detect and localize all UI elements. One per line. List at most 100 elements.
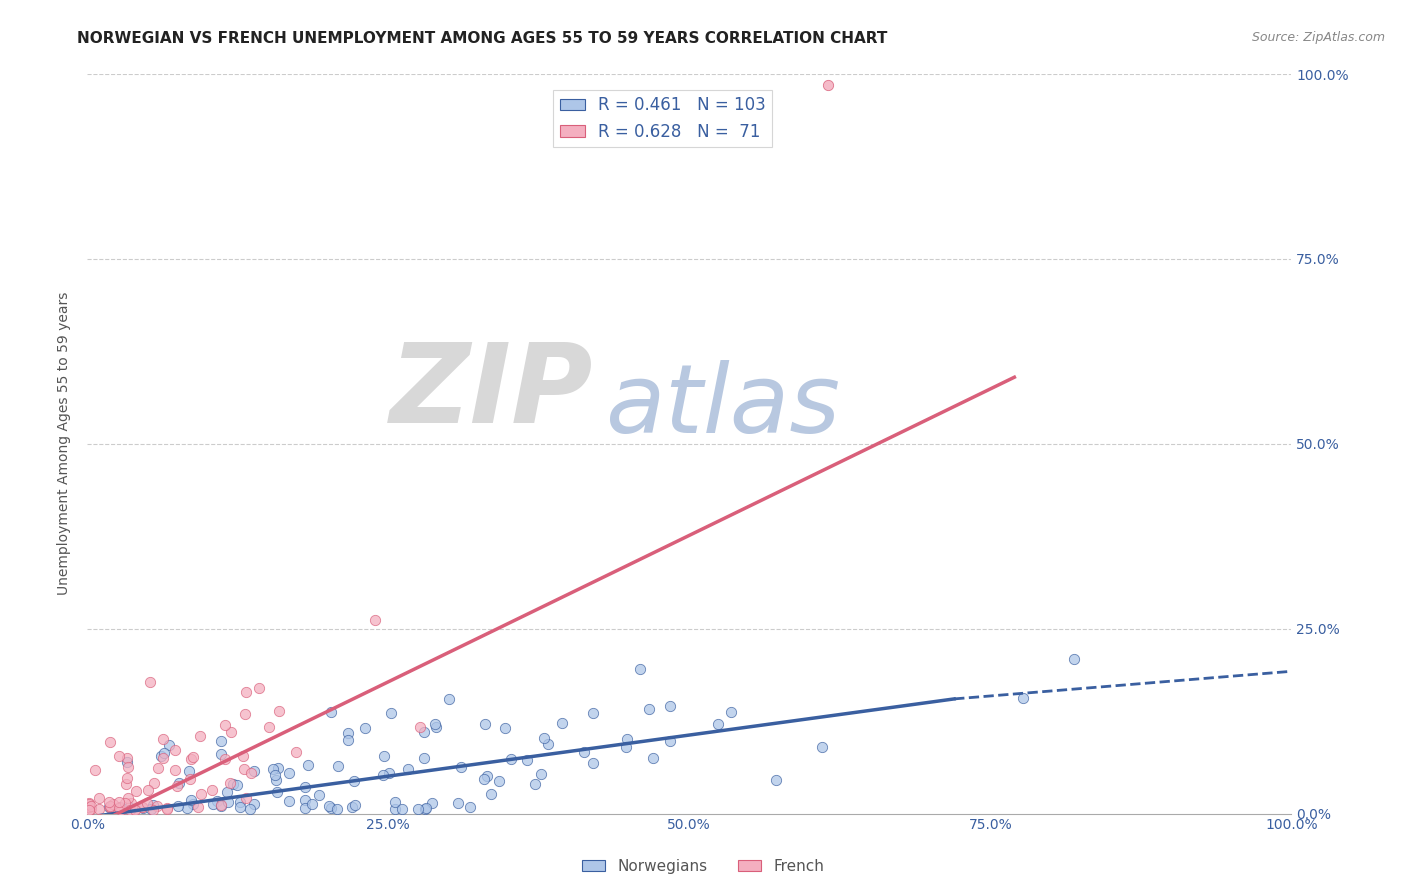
Point [337, 733, 360, 747]
Point [308, 788, 330, 802]
Point [581, 756, 603, 771]
Point [139, 802, 162, 816]
Point [209, 747, 232, 761]
Point [765, 773, 787, 788]
Point [115, 755, 138, 769]
Point [152, 746, 174, 760]
Point [301, 797, 323, 811]
Point [343, 773, 366, 788]
Point [108, 800, 131, 814]
Point [177, 764, 200, 778]
Point [114, 797, 136, 811]
Point [233, 706, 256, 721]
Point [523, 777, 546, 791]
Point [190, 787, 212, 801]
Point [118, 799, 141, 814]
Point [269, 704, 291, 718]
Text: Source: ZipAtlas.com: Source: ZipAtlas.com [1251, 31, 1385, 45]
Point [136, 796, 159, 810]
Point [117, 791, 139, 805]
Point [108, 800, 131, 814]
Point [533, 731, 555, 745]
Point [222, 777, 245, 791]
Point [232, 748, 254, 763]
Point [479, 787, 502, 801]
Point [132, 801, 155, 815]
Y-axis label: Unemployment Among Ages 55 to 59 years: Unemployment Among Ages 55 to 59 years [58, 292, 72, 596]
Point [138, 674, 160, 689]
Point [115, 751, 138, 765]
Point [378, 765, 401, 780]
Point [239, 802, 262, 816]
Point [572, 745, 595, 759]
Point [229, 795, 252, 809]
Point [163, 764, 186, 778]
Point [423, 717, 446, 731]
Point [181, 797, 204, 811]
Point [217, 795, 239, 809]
Point [143, 776, 166, 790]
Point [142, 798, 165, 813]
Point [136, 783, 159, 797]
Point [233, 762, 256, 776]
Point [499, 751, 522, 765]
Point [83, 763, 105, 777]
Point [264, 773, 287, 788]
Point [110, 803, 132, 817]
Point [1063, 651, 1085, 665]
Point [415, 801, 437, 815]
Point [262, 762, 284, 776]
Point [336, 726, 359, 740]
Point [294, 793, 316, 807]
Point [450, 760, 472, 774]
Point [413, 751, 436, 765]
Point [420, 797, 443, 811]
Point [641, 750, 664, 764]
Point [202, 797, 225, 811]
Point [536, 737, 558, 751]
Point [515, 753, 537, 767]
Point [180, 792, 202, 806]
Point [225, 778, 247, 792]
Point [209, 798, 232, 813]
Point [384, 802, 406, 816]
Point [97, 799, 120, 814]
Point [166, 779, 188, 793]
Point [120, 803, 142, 817]
Text: ZIP: ZIP [389, 338, 593, 445]
Point [117, 760, 139, 774]
Point [235, 684, 257, 698]
Point [115, 777, 138, 791]
Point [89, 801, 111, 815]
Point [284, 745, 307, 759]
Point [98, 799, 121, 814]
Point [247, 681, 270, 695]
Point [98, 795, 121, 809]
Point [117, 771, 139, 785]
Point [131, 800, 153, 814]
Point [488, 774, 510, 789]
Point [157, 738, 180, 752]
Point [229, 799, 252, 814]
Point [179, 772, 201, 786]
Point [706, 716, 728, 731]
Point [817, 78, 839, 92]
Point [319, 800, 342, 814]
Point [294, 780, 316, 794]
Point [628, 662, 651, 676]
Point [107, 795, 129, 809]
Point [80, 802, 103, 816]
Point [637, 702, 659, 716]
Point [384, 796, 406, 810]
Point [658, 698, 681, 713]
Point [98, 800, 121, 814]
Point [124, 802, 146, 816]
Point [77, 797, 100, 812]
Point [188, 729, 211, 743]
Point [266, 785, 288, 799]
Point [167, 799, 190, 814]
Point [205, 794, 228, 808]
Point [214, 752, 236, 766]
Point [155, 801, 177, 815]
Point [180, 752, 202, 766]
